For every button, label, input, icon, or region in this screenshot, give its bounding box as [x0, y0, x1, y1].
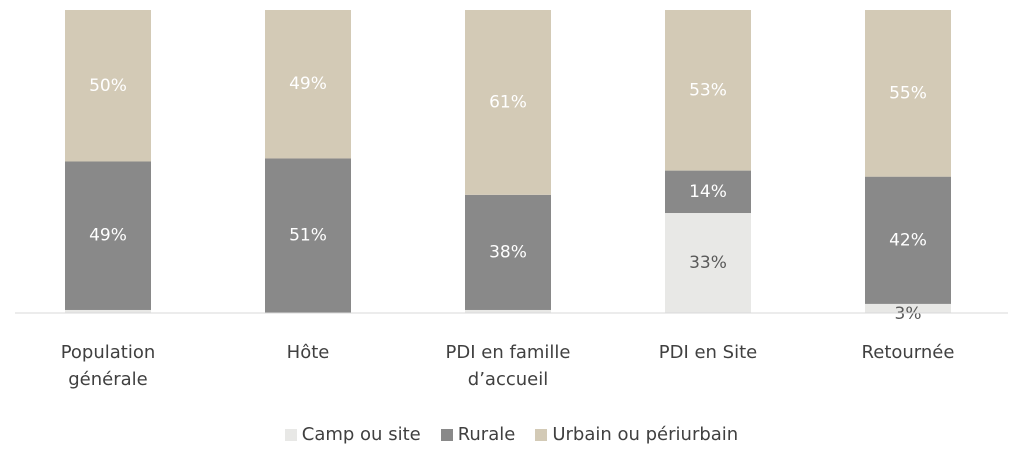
- x-tick-label: PDI en Site: [658, 342, 758, 363]
- x-tick-label: Population générale: [60, 342, 156, 390]
- legend-label: Urbain ou périurbain: [552, 424, 739, 445]
- data-label: 14%: [689, 182, 727, 202]
- bar-segment: [265, 10, 351, 159]
- data-label: 49%: [89, 226, 127, 246]
- x-tick-label: Hôte: [286, 342, 330, 363]
- legend-item: Camp ou site: [284, 424, 421, 445]
- bar-segment: [65, 10, 151, 162]
- bar-segment: [665, 170, 751, 214]
- data-label: 55%: [889, 83, 927, 103]
- legend-swatch: [440, 428, 453, 441]
- legend-label: Rurale: [457, 424, 516, 445]
- data-label: 38%: [489, 242, 527, 262]
- bar-segment: [665, 10, 751, 171]
- data-label: 50%: [89, 76, 127, 96]
- bar-segment: [465, 194, 551, 310]
- data-label: 61%: [489, 92, 527, 112]
- bar-segment: [865, 10, 951, 177]
- bar-segment: [865, 176, 951, 304]
- data-label: 53%: [689, 80, 727, 100]
- bar-segment: [465, 10, 551, 195]
- legend-swatch: [284, 428, 297, 441]
- bar-segment: [65, 161, 151, 310]
- bar-segment: [465, 309, 551, 313]
- x-tick-label: PDI en famille d’accueil: [445, 342, 571, 390]
- legend-label: Camp ou site: [301, 424, 421, 445]
- data-label: 51%: [289, 226, 327, 246]
- bar-segment: [265, 158, 351, 313]
- legend-swatch: [535, 428, 548, 441]
- legend: Camp ou site Rurale Urbain ou périurbain: [0, 424, 1023, 445]
- legend-item: Rurale: [440, 424, 516, 445]
- data-label: 33%: [689, 253, 727, 273]
- data-label: 42%: [889, 230, 927, 250]
- data-label: 3%: [895, 304, 922, 324]
- legend-item: Urbain ou périurbain: [535, 424, 738, 445]
- bar-segment: [865, 303, 951, 313]
- x-tick-label: Retournée: [861, 342, 955, 363]
- data-label: 49%: [289, 74, 327, 94]
- bar-segment: [665, 213, 751, 313]
- bar-segment: [65, 309, 151, 313]
